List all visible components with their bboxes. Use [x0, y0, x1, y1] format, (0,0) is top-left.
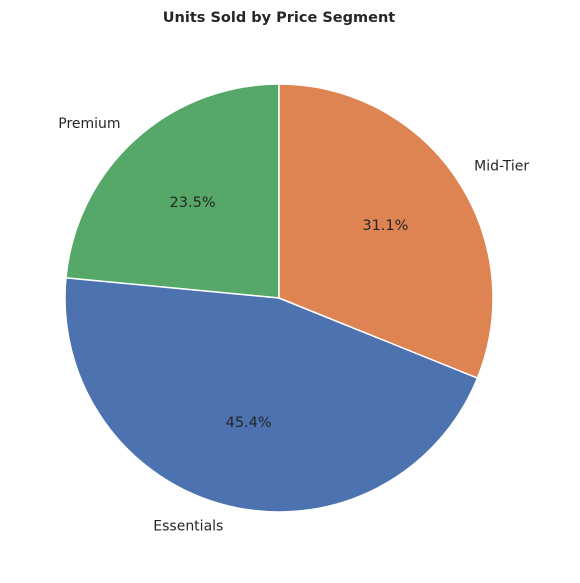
pie-slice-mid-tier [278, 83, 494, 379]
pie-labels: Premium 23.5% Essentials 45.4% Mid-Tier 31.1% [58, 116, 529, 535]
pie-slices [64, 83, 494, 513]
slice-percent-premium: 23.5% [170, 195, 216, 211]
slice-percent-mid-tier: 31.1% [362, 218, 408, 234]
pie-slice-essentials [64, 277, 479, 513]
slice-label-essentials: Essentials [153, 519, 223, 535]
slice-percent-essentials: 45.4% [226, 415, 272, 431]
slice-label-mid-tier: Mid-Tier [474, 158, 529, 174]
pie-slice-premium [65, 83, 280, 299]
slice-label-premium: Premium [58, 116, 120, 132]
chart-title: Units Sold by Price Segment [163, 10, 396, 26]
